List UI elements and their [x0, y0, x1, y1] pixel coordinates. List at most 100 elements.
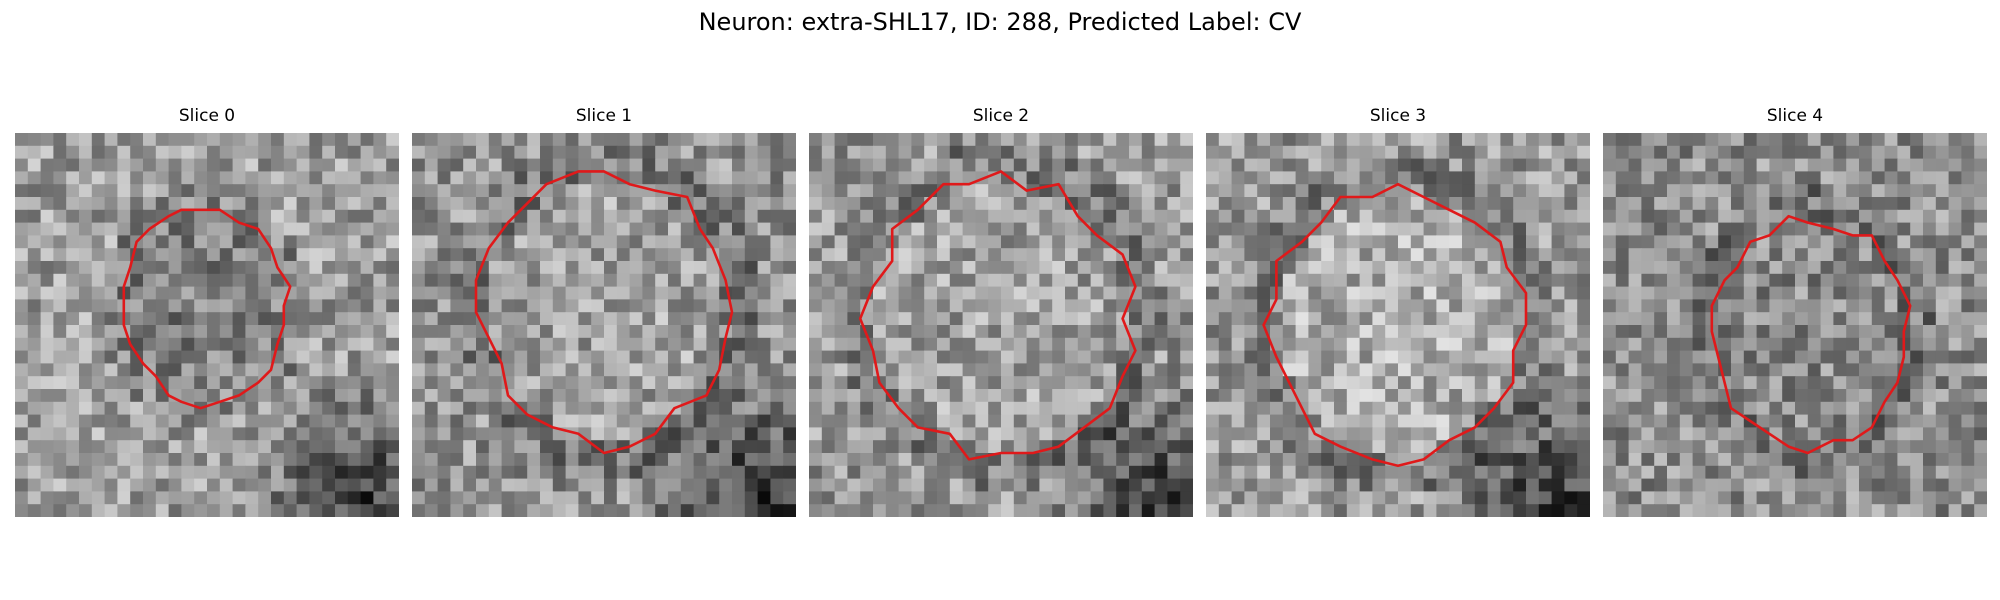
pixel [1564, 235, 1578, 249]
pixel [860, 478, 874, 492]
pixel [834, 261, 848, 275]
pixel [898, 286, 912, 300]
pixel [1103, 504, 1117, 517]
pixel [1141, 504, 1156, 517]
pixel [40, 491, 54, 505]
pixel [117, 440, 131, 454]
pixel [155, 363, 170, 377]
pixel [1974, 222, 1987, 236]
pixel [143, 248, 157, 262]
pixel [591, 209, 605, 224]
pixel [258, 184, 272, 198]
pixel [1641, 133, 1655, 147]
pixel [335, 145, 349, 160]
pixel [1270, 184, 1284, 198]
pixel [232, 248, 246, 262]
pixel [1833, 465, 1847, 480]
pixel [770, 491, 784, 505]
pixel [860, 504, 874, 517]
pixel [1718, 222, 1732, 236]
pixel [1782, 222, 1796, 236]
pixel [1077, 184, 1092, 198]
pixel [1692, 273, 1706, 288]
pixel [1910, 261, 1924, 275]
pixel [1935, 440, 1950, 454]
pixel [232, 184, 246, 198]
pixel [1398, 171, 1412, 185]
pixel [360, 299, 374, 313]
pixel [1679, 171, 1694, 185]
pixel [1090, 286, 1104, 300]
pixel [1359, 286, 1373, 300]
pixel [757, 478, 771, 492]
pixel [988, 312, 1002, 326]
pixel [1052, 184, 1066, 198]
pixel [1654, 376, 1668, 390]
pixel [53, 158, 67, 172]
pixel [565, 209, 579, 224]
pixel [1474, 376, 1489, 390]
pixel [1154, 325, 1168, 339]
pixel [1474, 350, 1489, 364]
pixel [1116, 133, 1130, 147]
pixel [1551, 440, 1565, 454]
pixel [821, 389, 836, 403]
pixel [476, 363, 490, 377]
pixel [514, 350, 528, 364]
pixel [937, 453, 951, 467]
pixel [1603, 235, 1617, 249]
pixel [1884, 504, 1898, 517]
pixel [258, 453, 272, 467]
pixel [1513, 197, 1527, 211]
pixel [744, 273, 759, 288]
pixel [680, 235, 695, 249]
pixel [1641, 440, 1655, 454]
pixel [783, 478, 796, 492]
pixel [1346, 414, 1361, 428]
pixel [1500, 235, 1514, 249]
pixel [1206, 209, 1220, 224]
pixel [1500, 222, 1514, 236]
pixel [168, 325, 182, 339]
pixel [834, 376, 848, 390]
pixel [604, 273, 618, 288]
pixel [629, 401, 643, 416]
pixel [591, 389, 605, 403]
pixel [1731, 453, 1745, 467]
pixel [1577, 286, 1590, 300]
pixel [616, 478, 631, 492]
pixel [1795, 235, 1809, 249]
pixel [1231, 235, 1245, 249]
pixel [1039, 235, 1053, 249]
pixel [1052, 401, 1066, 416]
pixel [860, 440, 874, 454]
pixel [1564, 299, 1578, 313]
pixel [1500, 133, 1514, 147]
pixel [296, 376, 310, 390]
pixel [783, 401, 796, 416]
pixel [1807, 248, 1822, 262]
pixel [1077, 389, 1092, 403]
pixel [66, 453, 80, 467]
pixel [1500, 414, 1514, 428]
pixel [668, 337, 682, 352]
pixel [322, 376, 336, 390]
pixel [937, 504, 951, 517]
pixel [27, 261, 42, 275]
pixel [1423, 491, 1437, 505]
pixel [1884, 401, 1898, 416]
pixel [66, 414, 80, 428]
pixel [1180, 184, 1193, 198]
pixel [1077, 235, 1092, 249]
pixel [1641, 414, 1655, 428]
pixel [629, 414, 643, 428]
pixel [1372, 337, 1386, 352]
pixel [693, 491, 707, 505]
pixel [1807, 465, 1822, 480]
pixel [642, 350, 656, 364]
pixel [1603, 401, 1617, 416]
pixel [66, 478, 80, 492]
pixel [1820, 389, 1834, 403]
pixel [1410, 222, 1425, 236]
pixel [1206, 145, 1220, 160]
